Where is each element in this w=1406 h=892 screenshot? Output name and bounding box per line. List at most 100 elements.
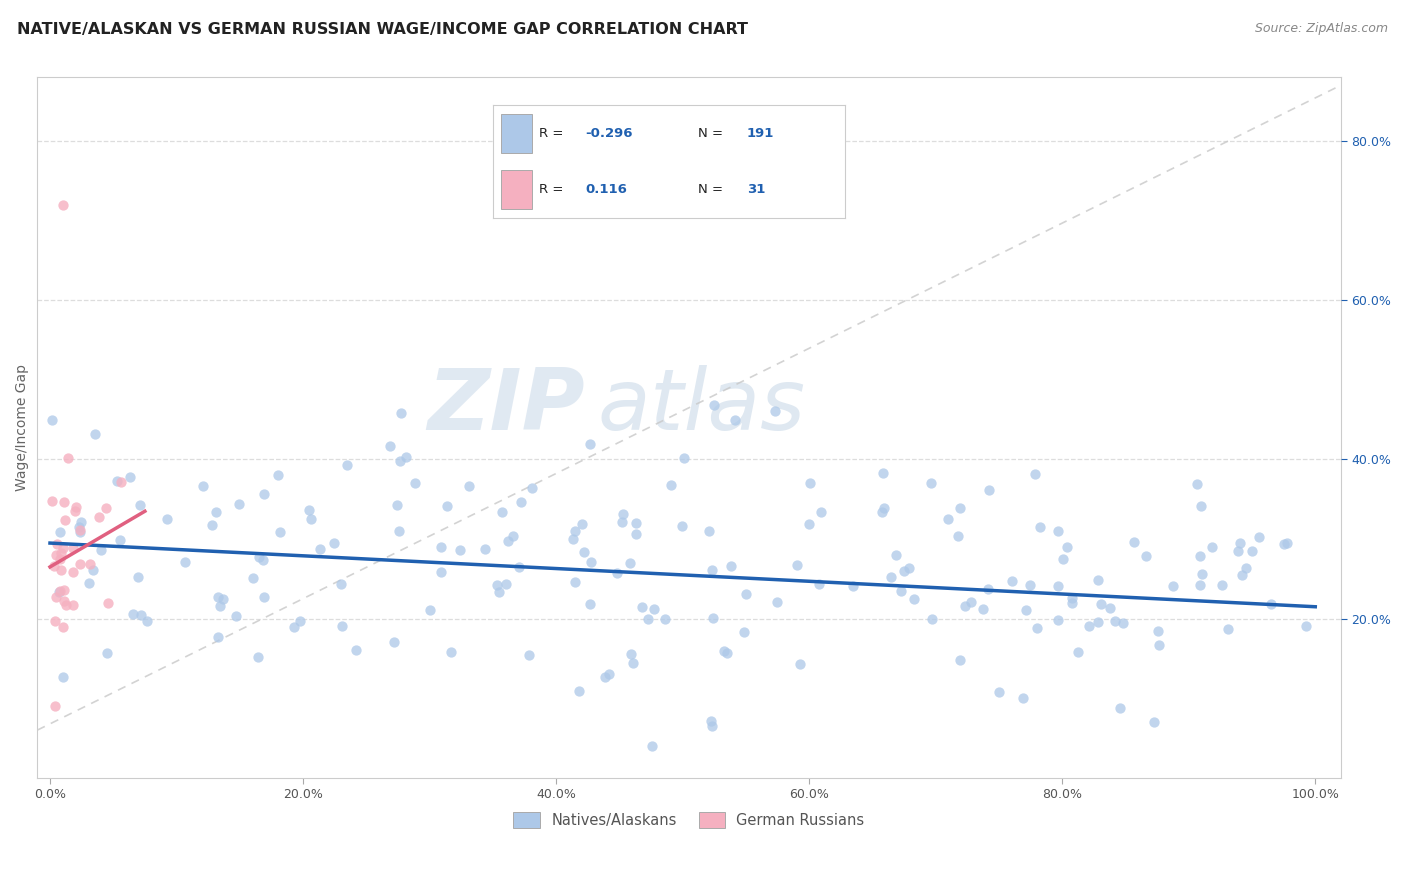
- Point: [1001, 574, 1024, 588]
- Point: [65, 500, 87, 514]
- Point: [972, 602, 994, 616]
- Point: [724, 413, 747, 427]
- Point: [450, 542, 472, 557]
- Point: [1056, 540, 1078, 554]
- Point: [77, 576, 100, 591]
- Point: [977, 483, 1000, 498]
- Point: [1189, 499, 1212, 513]
- Point: [404, 476, 426, 491]
- Point: [1277, 536, 1299, 550]
- Point: [388, 524, 411, 538]
- Point: [41, 494, 63, 508]
- Point: [936, 511, 959, 525]
- Point: [49, 524, 72, 539]
- Point: [48, 585, 70, 599]
- Point: [67, 520, 90, 534]
- Point: [703, 398, 725, 412]
- Point: [920, 476, 942, 491]
- Point: [322, 535, 344, 549]
- Point: [82, 563, 104, 577]
- Point: [1230, 568, 1253, 582]
- Point: [62, 598, 84, 612]
- Point: [1189, 578, 1212, 592]
- Point: [624, 527, 647, 541]
- Point: [129, 607, 152, 622]
- Point: [786, 558, 808, 573]
- Point: [336, 458, 359, 472]
- Point: [789, 657, 811, 672]
- Point: [610, 515, 633, 529]
- Point: [641, 739, 664, 753]
- Point: [44, 698, 66, 713]
- Point: [1052, 552, 1074, 566]
- Point: [344, 643, 367, 657]
- Point: [70, 515, 93, 529]
- Point: [1189, 549, 1212, 563]
- Point: [1191, 566, 1213, 581]
- Point: [309, 541, 332, 556]
- Point: [673, 450, 696, 465]
- Point: [440, 644, 463, 658]
- Point: [733, 625, 755, 640]
- Point: [242, 572, 264, 586]
- Point: [385, 498, 408, 512]
- Point: [110, 475, 132, 490]
- Point: [49, 583, 72, 598]
- Point: [288, 614, 311, 628]
- Point: [571, 517, 593, 532]
- Point: [44, 614, 66, 628]
- Point: [1229, 536, 1251, 550]
- Point: [1025, 621, 1047, 635]
- Point: [45, 549, 67, 563]
- Point: [495, 577, 517, 591]
- Text: NATIVE/ALASKAN VS GERMAN RUSSIAN WAGE/INCOME GAP CORRELATION CHART: NATIVE/ALASKAN VS GERMAN RUSSIAN WAGE/IN…: [17, 22, 748, 37]
- Point: [52, 593, 75, 607]
- Point: [90, 542, 112, 557]
- Point: [1015, 603, 1038, 617]
- Point: [700, 714, 723, 728]
- Point: [643, 602, 665, 616]
- Point: [388, 453, 411, 467]
- Point: [502, 529, 524, 543]
- Point: [579, 555, 602, 569]
- Point: [46, 537, 69, 551]
- Point: [52, 198, 75, 212]
- Point: [69, 525, 91, 540]
- Point: [1143, 714, 1166, 729]
- Point: [1218, 622, 1240, 636]
- Point: [1047, 613, 1070, 627]
- Point: [870, 505, 893, 519]
- Text: atlas: atlas: [598, 365, 806, 448]
- Point: [977, 582, 1000, 596]
- Point: [51, 546, 73, 560]
- Point: [1123, 535, 1146, 549]
- Point: [810, 505, 832, 519]
- Text: ZIP: ZIP: [427, 365, 585, 448]
- Point: [841, 579, 863, 593]
- Point: [253, 486, 276, 500]
- Point: [898, 561, 921, 575]
- Point: [122, 607, 145, 622]
- Point: [389, 406, 412, 420]
- Point: [330, 577, 353, 591]
- Point: [474, 541, 496, 556]
- Point: [53, 495, 76, 509]
- Point: [799, 475, 821, 490]
- Point: [619, 557, 641, 571]
- Point: [630, 600, 652, 615]
- Point: [49, 551, 72, 566]
- Point: [53, 583, 76, 598]
- Point: [1185, 476, 1208, 491]
- Point: [62, 541, 84, 555]
- Point: [1046, 524, 1069, 538]
- Point: [108, 533, 131, 548]
- Point: [1227, 543, 1250, 558]
- Point: [65, 504, 87, 518]
- Point: [1247, 530, 1270, 544]
- Text: Source: ZipAtlas.com: Source: ZipAtlas.com: [1254, 22, 1388, 36]
- Point: [671, 518, 693, 533]
- Point: [127, 570, 149, 584]
- Point: [491, 505, 513, 519]
- Point: [378, 439, 401, 453]
- Point: [1112, 616, 1135, 631]
